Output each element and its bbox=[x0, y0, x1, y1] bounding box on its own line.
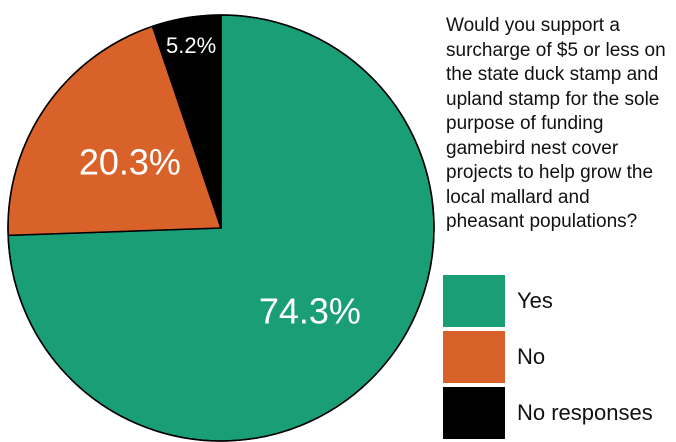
legend: Yes No No responses bbox=[443, 274, 673, 440]
legend-label-no: No bbox=[517, 344, 546, 369]
legend-item-no: No bbox=[443, 330, 673, 384]
legend-swatch-no bbox=[443, 331, 505, 383]
legend-item-yes: Yes bbox=[443, 274, 673, 328]
pie-slices bbox=[7, 14, 435, 442]
pie-outline bbox=[7, 14, 435, 442]
legend-swatch-no-responses bbox=[443, 387, 505, 439]
pie-data-labels: 74.3% 20.3% 5.2% bbox=[79, 33, 361, 331]
chart-title: Would you support a surcharge of $5 or l… bbox=[446, 15, 666, 232]
data-label-yes: 74.3% bbox=[259, 290, 361, 331]
legend-label-no-responses: No responses bbox=[517, 400, 653, 425]
legend-swatch-yes bbox=[443, 275, 505, 327]
data-label-no-responses: 5.2% bbox=[166, 33, 216, 58]
legend-label-yes: Yes bbox=[517, 288, 553, 313]
data-label-no: 20.3% bbox=[79, 142, 181, 183]
legend-item-no-responses: No responses bbox=[443, 386, 673, 440]
